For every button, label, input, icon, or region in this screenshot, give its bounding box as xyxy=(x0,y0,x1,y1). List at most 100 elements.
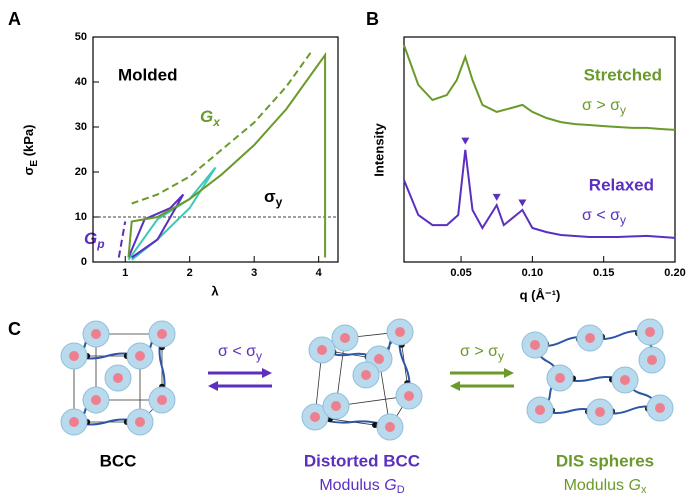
sphere-core xyxy=(595,407,605,417)
arrow-head xyxy=(504,368,514,378)
panel-label: A xyxy=(8,9,21,29)
sphere-core xyxy=(135,351,145,361)
sphere-core xyxy=(585,333,595,343)
peak-marker xyxy=(461,137,470,145)
sphere-core xyxy=(404,391,414,401)
sphere-core xyxy=(620,375,630,385)
annotation-main: σ > σ xyxy=(582,97,620,114)
sphere-core xyxy=(645,327,655,337)
series-line xyxy=(127,51,327,258)
series-line xyxy=(131,49,314,205)
sphere-core xyxy=(69,351,79,361)
peak-marker xyxy=(518,199,527,207)
label-main: σ < σ xyxy=(218,343,256,360)
y-axis-title: Intensity xyxy=(371,123,386,177)
x-tick-label: 4 xyxy=(316,267,323,279)
annotation: σ > σy xyxy=(582,97,626,117)
peak-marker xyxy=(492,193,501,201)
plot-frame xyxy=(403,36,676,263)
sphere-core xyxy=(555,373,565,383)
sphere-core xyxy=(340,333,350,343)
sphere-core xyxy=(385,422,395,432)
panel-label: B xyxy=(366,9,379,29)
sphere-core xyxy=(310,412,320,422)
y-axis-title: σE (kPa) xyxy=(21,125,39,176)
series-line xyxy=(117,221,127,258)
annotation-main: σ xyxy=(264,187,276,206)
x-tick-label: 0.05 xyxy=(450,267,471,279)
y-tick-label: 10 xyxy=(75,211,87,223)
caption: BCC xyxy=(100,451,137,470)
sphere-core xyxy=(69,417,79,427)
y-tick-label: 40 xyxy=(75,76,87,88)
sphere-core xyxy=(135,417,145,427)
caption-symbol: G xyxy=(628,477,640,494)
sphere-core xyxy=(655,403,665,413)
y-title-rest: (kPa) xyxy=(21,125,36,160)
annotation-sub: x xyxy=(212,115,221,129)
caption: DIS spheres xyxy=(556,451,654,470)
annotation-sub: y xyxy=(276,195,283,209)
series-line xyxy=(127,193,185,259)
x-axis-title: λ xyxy=(211,283,219,298)
arrow-head xyxy=(208,381,218,391)
sphere-core xyxy=(157,395,167,405)
arrow-label: σ > σy xyxy=(460,343,504,363)
sphere-core xyxy=(395,327,405,337)
annotation-main: σ < σ xyxy=(582,207,620,224)
arrow-label: σ < σy xyxy=(218,343,262,363)
caption-sub: D xyxy=(397,484,405,496)
diagram xyxy=(60,318,674,441)
annotation: Relaxed xyxy=(589,175,654,194)
sphere-core xyxy=(374,354,384,364)
annotation: Gx xyxy=(200,107,221,129)
y-tick-label: 50 xyxy=(75,31,87,43)
annotation: Molded xyxy=(118,65,178,84)
annotation: Stretched xyxy=(584,65,662,84)
y-tick-label: 30 xyxy=(75,121,87,133)
sphere-core xyxy=(91,329,101,339)
sphere-core xyxy=(361,370,371,380)
sphere-core xyxy=(113,373,123,383)
sphere-core xyxy=(647,355,657,365)
caption: Modulus GD xyxy=(319,477,404,496)
annotation-main: G xyxy=(84,229,97,248)
caption-main: Modulus xyxy=(319,477,384,494)
annotation-sub: p xyxy=(96,237,104,251)
annotation-sub: y xyxy=(620,213,626,227)
y-title-sub: E xyxy=(29,160,40,167)
series-line xyxy=(403,44,676,131)
caption-sub: x xyxy=(641,484,647,496)
label-sub: y xyxy=(256,349,262,363)
arrow-head xyxy=(262,368,272,378)
label-main: σ > σ xyxy=(460,343,498,360)
y-tick-label: 20 xyxy=(75,166,87,178)
sphere-core xyxy=(317,345,327,355)
x-tick-label: 1 xyxy=(122,267,128,279)
sphere-core xyxy=(91,395,101,405)
x-tick-label: 0.20 xyxy=(664,267,685,279)
caption: Modulus Gx xyxy=(564,477,647,496)
annotation-main: G xyxy=(200,107,213,126)
x-tick-label: 0.15 xyxy=(593,267,614,279)
x-axis-title: q (Å⁻¹) xyxy=(520,287,561,302)
caption-main: Modulus xyxy=(564,477,629,494)
sphere-core xyxy=(157,329,167,339)
sphere-core xyxy=(331,401,341,411)
arrow-head xyxy=(450,381,460,391)
series-line xyxy=(403,149,676,239)
x-tick-label: 0.10 xyxy=(522,267,543,279)
junction xyxy=(372,422,378,428)
sphere-core xyxy=(535,405,545,415)
sphere-core xyxy=(530,340,540,350)
plot-frame xyxy=(92,36,339,263)
label-sub: y xyxy=(498,349,504,363)
caption-symbol: G xyxy=(384,477,396,494)
caption: Distorted BCC xyxy=(304,451,420,470)
panel-label: C xyxy=(8,319,21,339)
annotation: Gp xyxy=(84,229,105,251)
annotation-sub: y xyxy=(620,103,626,117)
x-tick-label: 3 xyxy=(251,267,257,279)
annotation: σ < σy xyxy=(582,207,626,227)
